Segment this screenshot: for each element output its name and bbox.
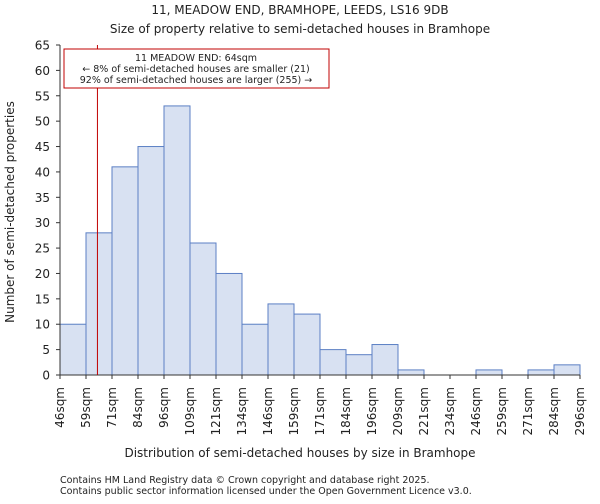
x-tick-label: 46sqm [53, 387, 67, 428]
x-tick-label: 121sqm [209, 387, 223, 435]
y-tick-label: 30 [35, 216, 50, 230]
x-tick-label: 221sqm [417, 387, 431, 435]
annotation-line-2: ← 8% of semi-detached houses are smaller… [82, 64, 310, 75]
y-tick-label: 55 [35, 89, 50, 103]
x-tick-label: 109sqm [183, 387, 197, 435]
histogram-bar [241, 323, 269, 376]
histogram-bar [397, 369, 425, 376]
footer-line-2: Contains public sector information licen… [60, 486, 472, 497]
y-tick-label: 65 [35, 39, 50, 53]
y-tick-label: 0 [42, 369, 50, 383]
y-tick-label: 10 [35, 318, 50, 332]
x-tick-label: 84sqm [131, 387, 145, 428]
y-axis-label: Number of semi-detached properties [3, 101, 17, 323]
x-tick-label: 259sqm [495, 387, 509, 435]
histogram-bar [475, 369, 503, 376]
x-tick-label: 209sqm [391, 387, 405, 435]
y-tick-label: 45 [35, 140, 50, 154]
x-tick-label: 296sqm [573, 387, 587, 435]
histogram-bar [319, 349, 347, 376]
histogram-bar [267, 303, 295, 376]
x-tick-label: 246sqm [469, 387, 483, 435]
y-tick-label: 5 [42, 343, 50, 357]
x-tick-label: 271sqm [521, 387, 535, 435]
histogram-bar [215, 272, 243, 376]
x-tick-label: 184sqm [339, 387, 353, 435]
histogram-bar [371, 344, 399, 376]
x-tick-label: 96sqm [157, 387, 171, 428]
histogram-bar [189, 242, 217, 376]
footer-line-1: Contains HM Land Registry data © Crown c… [60, 475, 430, 486]
annotation-box [63, 48, 330, 89]
annotation-line-3: 92% of semi-detached houses are larger (… [80, 75, 313, 86]
y-tick-label: 60 [35, 64, 50, 78]
histogram-bar [137, 146, 165, 376]
x-tick-label: 71sqm [105, 387, 119, 428]
x-tick-label: 196sqm [365, 387, 379, 435]
histogram-bar [527, 369, 555, 376]
x-tick-label: 134sqm [235, 387, 249, 435]
x-tick-label: 146sqm [261, 387, 275, 435]
y-tick-label: 15 [35, 292, 50, 306]
y-tick-label: 40 [35, 165, 50, 179]
x-tick-label: 284sqm [547, 387, 561, 435]
x-tick-label: 159sqm [287, 387, 301, 435]
x-tick-label: 171sqm [313, 387, 327, 435]
y-tick-label: 35 [35, 191, 50, 205]
x-axis-label: Distribution of semi-detached houses by … [124, 446, 475, 460]
histogram-bar [345, 354, 373, 376]
y-tick-label: 50 [35, 115, 50, 129]
y-tick-label: 25 [35, 242, 50, 256]
chart-title: 11, MEADOW END, BRAMHOPE, LEEDS, LS16 9D… [151, 3, 448, 17]
annotation-line-1: 11 MEADOW END: 64sqm [135, 53, 257, 64]
histogram-bar [85, 232, 113, 376]
histogram-bar [111, 166, 139, 376]
chart-subtitle: Size of property relative to semi-detach… [110, 22, 490, 36]
x-tick-label: 59sqm [79, 387, 93, 428]
x-tick-label: 234sqm [443, 387, 457, 435]
histogram-bar [59, 323, 87, 376]
histogram-bar [293, 313, 321, 376]
histogram-bar [163, 105, 191, 376]
y-tick-label: 20 [35, 267, 50, 281]
histogram-bar [553, 364, 581, 376]
